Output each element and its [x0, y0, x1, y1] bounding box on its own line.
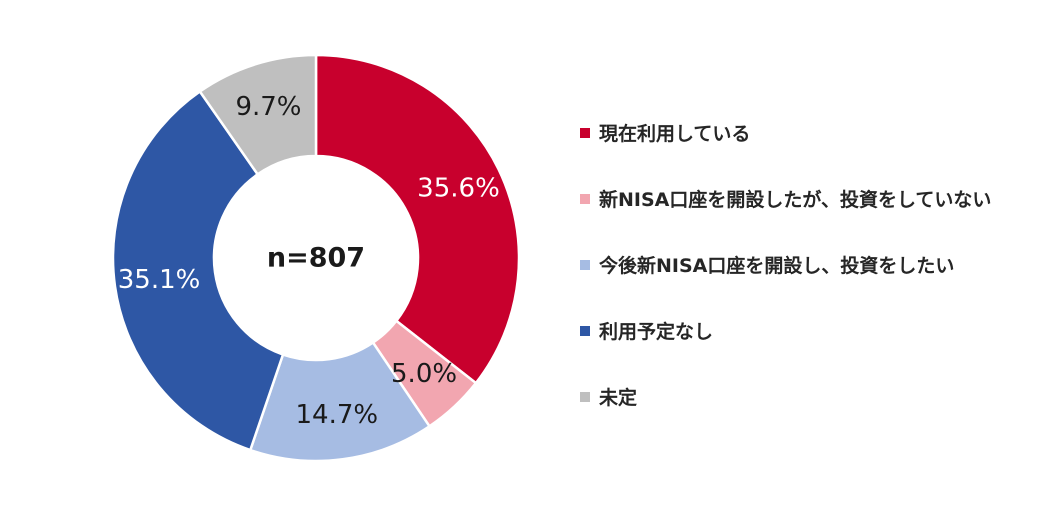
legend-label-1: 現在利用している — [599, 123, 751, 145]
legend: 現在利用している新NISA口座を開設したが、投資をしていない 今後新NISA口座を… — [580, 116, 991, 446]
legend-swatch-2 — [580, 193, 590, 204]
legend-label-4: 利用予定なし — [599, 321, 714, 343]
donut-slices — [111, 53, 521, 463]
center-label: n=807 — [267, 243, 365, 274]
legend-swatch-5 — [580, 391, 590, 402]
donut-chart: 35.6% 5.0% 14.7% 35.1% 9.7% n=807 — [111, 53, 521, 463]
legend-label-2: 新NISA口座を開設したが、投資をしていない — [599, 189, 992, 211]
legend-label-5: 未定 — [599, 387, 638, 409]
donut-slice-1 — [314, 53, 521, 385]
legend-swatch-3 — [580, 259, 590, 270]
donut-slice-4 — [111, 89, 285, 452]
legend-item-2: 新NISA口座を開設したが、投資をしていない — [580, 182, 991, 215]
legend-item-4: 利用予定なし — [580, 314, 991, 347]
legend-label-3: 今後新NISA口座を開設し、投資をしたい — [599, 255, 955, 277]
slice-value-label-4: 35.1% — [118, 265, 201, 295]
legend-item-5: 未定 — [580, 380, 991, 413]
legend-item-3: 今後新NISA口座を開設し、投資をしたい — [580, 248, 991, 281]
slice-labels: 35.6% 5.0% 14.7% 35.1% 9.7% — [118, 92, 500, 430]
legend-swatch-4 — [580, 325, 590, 336]
slice-value-label-3: 14.7% — [296, 400, 379, 430]
slice-value-label-2: 5.0% — [391, 359, 457, 389]
donut-slice-5 — [198, 53, 318, 177]
legend-swatch-1 — [580, 127, 590, 138]
legend-item-1: 現在利用している — [580, 116, 991, 149]
slice-value-label-5: 9.7% — [235, 92, 301, 122]
slice-value-label-1: 35.6% — [417, 174, 500, 204]
